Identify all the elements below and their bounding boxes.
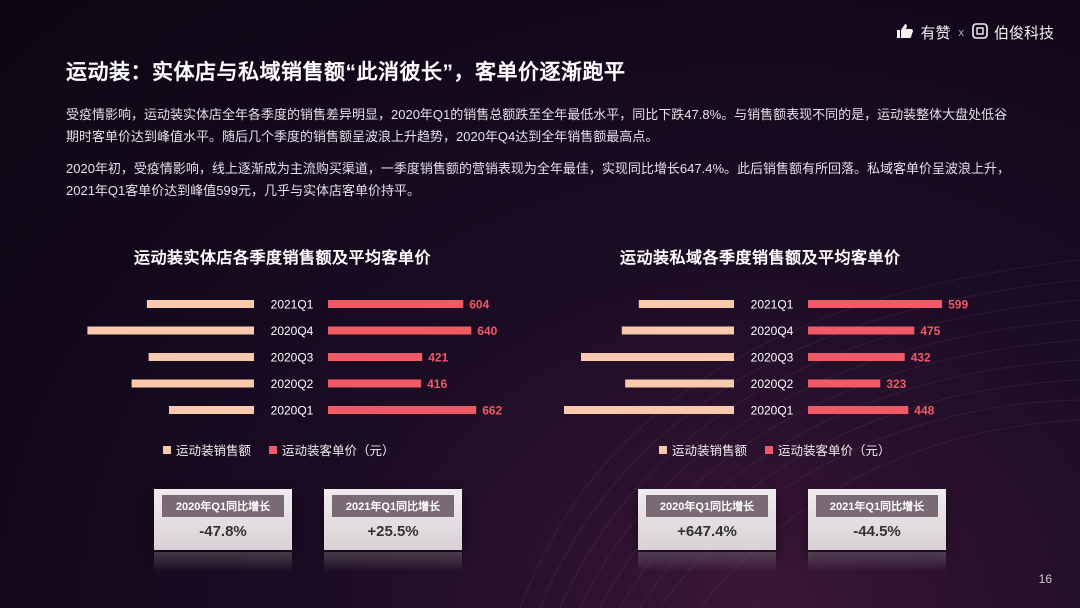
brand-separator: x <box>958 26 964 39</box>
bar-sales <box>625 379 734 388</box>
category-label: 2021Q1 <box>751 298 794 312</box>
data-label-price: 640 <box>477 324 497 338</box>
legend-label-sales: 运动装销售额 <box>176 444 252 458</box>
category-label: 2020Q1 <box>751 404 794 418</box>
bar-sales <box>564 406 734 414</box>
summary-box-offline-2020q1: 2020年Q1同比增长 -47.8% <box>154 489 292 550</box>
bar-price <box>328 379 422 388</box>
category-label: 2020Q4 <box>271 324 314 338</box>
bar-price <box>808 326 915 335</box>
bar-sales <box>169 406 254 414</box>
legend-swatch-price <box>269 445 278 454</box>
category-label: 2020Q1 <box>271 404 314 418</box>
category-label: 2021Q1 <box>271 298 314 312</box>
summary-box-offline-2021q1: 2021年Q1同比增长 +25.5% <box>324 489 462 550</box>
page-title: 运动装：实体店与私域销售额“此消彼长”，客单价逐渐跑平 <box>66 61 626 84</box>
bar-price <box>808 406 909 414</box>
legend-swatch-price <box>765 445 774 454</box>
chart-title-private: 运动装私域各季度销售额及平均客单价 <box>620 250 901 267</box>
chart-offline: 2021Q1 604 2020Q4 640 2020Q3 421 2020Q2 416 2020… <box>87 298 503 418</box>
summary-value: +647.4% <box>677 523 737 540</box>
legend-item-sales: 运动装销售额 <box>163 440 251 459</box>
data-label-price: 662 <box>482 404 502 418</box>
summary-label: 2020年Q1同比增长 <box>646 495 768 517</box>
bojun-logo-icon <box>972 22 988 43</box>
bar-sales <box>638 300 734 308</box>
bar-sales <box>581 353 734 361</box>
category-label: 2020Q3 <box>751 351 794 365</box>
box-reflection <box>154 552 292 572</box>
category-label: 2020Q2 <box>271 377 314 391</box>
brand-logos: 有赞 x 伯俊科技 <box>896 22 1054 43</box>
category-label: 2020Q2 <box>751 377 794 391</box>
summary-label: 2020年Q1同比增长 <box>162 495 284 517</box>
bar-price <box>808 379 881 388</box>
paragraph-private: 2020年初，受疫情影响，线上逐渐成为主流购买渠道，一季度销售额的营销表现为全年… <box>66 161 1011 198</box>
summary-value: -44.5% <box>853 523 901 540</box>
legend-item-price: 运动装客单价（元） <box>765 440 891 459</box>
thumbs-up-icon <box>896 23 914 43</box>
legend-item-price: 运动装客单价（元） <box>269 440 395 459</box>
data-label-price: 475 <box>920 324 940 338</box>
box-reflection <box>808 552 946 572</box>
category-label: 2020Q3 <box>271 351 314 365</box>
bar-price <box>328 300 464 308</box>
chart-title-offline: 运动装实体店各季度销售额及平均客单价 <box>134 250 432 267</box>
summary-value: -47.8% <box>199 523 247 540</box>
bar-price <box>328 406 477 414</box>
bar-sales <box>131 379 254 388</box>
box-reflection <box>324 552 462 572</box>
legend-offline: 运动装销售额 运动装客单价（元） <box>163 440 395 459</box>
summary-label: 2021年Q1同比增长 <box>332 495 454 517</box>
bar-price <box>328 326 472 335</box>
data-label-price: 448 <box>914 404 934 418</box>
page-number: 16 <box>1038 572 1052 586</box>
bar-price <box>328 353 423 361</box>
legend-label-sales: 运动装销售额 <box>672 444 748 458</box>
data-label-price: 421 <box>428 351 448 365</box>
category-label: 2020Q4 <box>751 324 794 338</box>
data-label-price: 432 <box>911 351 931 365</box>
bar-price <box>808 300 943 308</box>
bar-price <box>808 353 905 361</box>
chart-private: 2021Q1 599 2020Q4 475 2020Q3 432 2020Q2 323 2020… <box>564 298 968 418</box>
bar-sales <box>148 353 254 361</box>
legend-private: 运动装销售额 运动装客单价（元） <box>659 440 891 459</box>
data-label-price: 323 <box>886 377 906 391</box>
legend-label-price: 运动装客单价（元） <box>778 444 891 458</box>
data-label-price: 604 <box>469 298 489 312</box>
bar-sales <box>621 326 734 335</box>
brand-name-bojun: 伯俊科技 <box>993 25 1054 42</box>
brand-name-youzan: 有赞 <box>920 25 951 42</box>
data-label-price: 416 <box>427 377 447 391</box>
summary-value: +25.5% <box>367 523 419 540</box>
summary-box-private-2020q1: 2020年Q1同比增长 +647.4% <box>638 489 776 550</box>
bar-sales <box>87 326 255 335</box>
summary-label: 2021年Q1同比增长 <box>816 495 938 517</box>
legend-item-sales: 运动装销售额 <box>659 440 747 459</box>
box-reflection <box>638 552 776 572</box>
legend-swatch-sales <box>163 445 171 454</box>
data-label-price: 599 <box>948 298 968 312</box>
legend-swatch-sales <box>659 445 667 454</box>
legend-label-price: 运动装客单价（元） <box>282 444 395 458</box>
summary-box-private-2021q1: 2021年Q1同比增长 -44.5% <box>808 489 946 550</box>
paragraph-offline: 受疫情影响，运动装实体店全年各季度的销售差异明显，2020年Q1的销售总额跌至全… <box>66 107 1008 144</box>
bar-sales <box>146 300 254 308</box>
